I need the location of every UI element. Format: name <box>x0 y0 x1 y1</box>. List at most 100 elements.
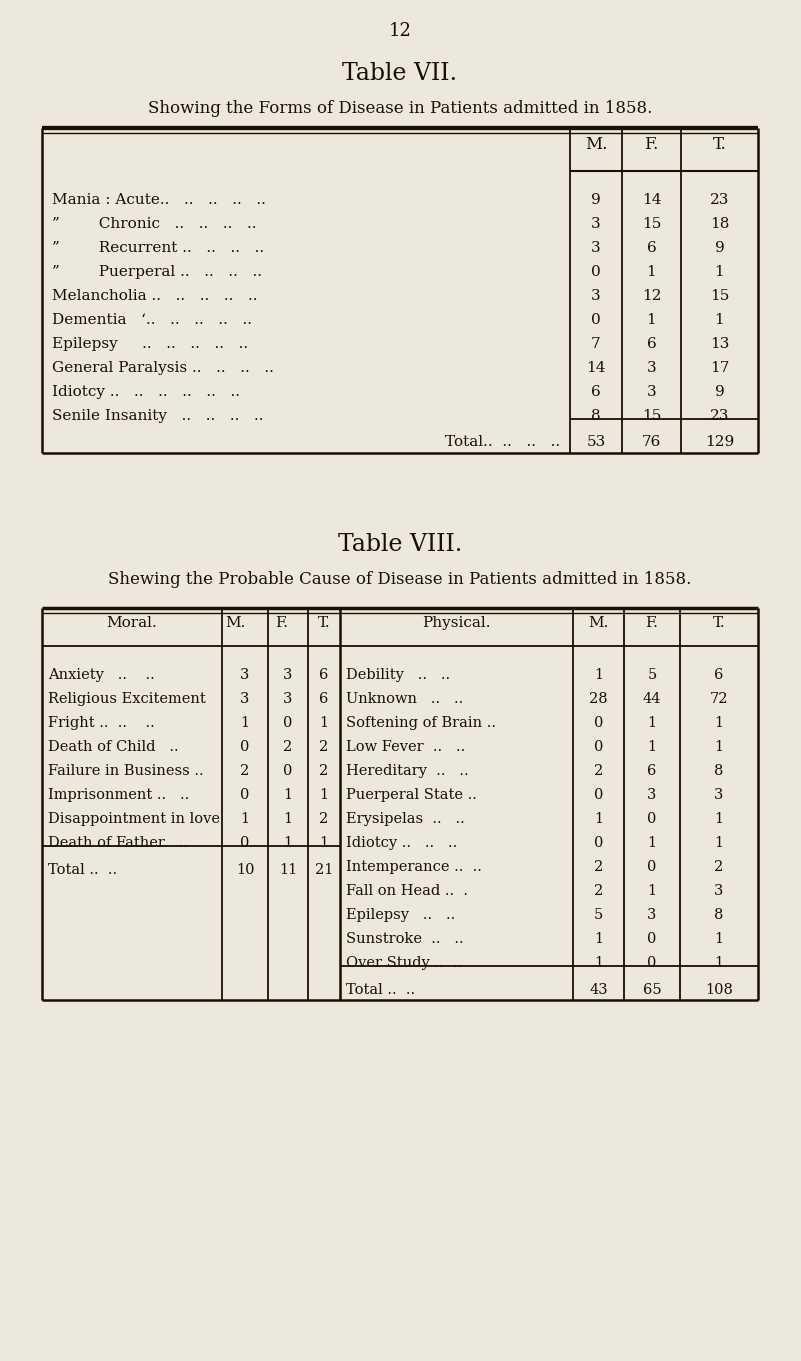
Text: 0: 0 <box>647 813 657 826</box>
Text: 23: 23 <box>710 410 729 423</box>
Text: 44: 44 <box>642 691 662 706</box>
Text: 14: 14 <box>586 361 606 376</box>
Text: 1: 1 <box>714 955 723 970</box>
Text: 2: 2 <box>284 740 292 754</box>
Text: ”        Chronic   ..   ..   ..   ..: ” Chronic .. .. .. .. <box>52 216 256 231</box>
Text: 0: 0 <box>591 265 601 279</box>
Text: 1: 1 <box>647 716 657 729</box>
Text: 6: 6 <box>320 691 328 706</box>
Text: Hereditary  ..   ..: Hereditary .. .. <box>346 764 469 778</box>
Text: 7: 7 <box>591 338 601 351</box>
Text: 2: 2 <box>320 740 328 754</box>
Text: 14: 14 <box>642 193 662 207</box>
Text: 1: 1 <box>320 836 328 851</box>
Text: 15: 15 <box>710 289 729 304</box>
Text: Fall on Head ..  .: Fall on Head .. . <box>346 885 468 898</box>
Text: 0: 0 <box>591 313 601 327</box>
Text: 8: 8 <box>714 764 723 778</box>
Text: General Paralysis ..   ..   ..   ..: General Paralysis .. .. .. .. <box>52 361 274 376</box>
Text: 6: 6 <box>714 668 723 682</box>
Text: 3: 3 <box>646 361 656 376</box>
Text: 43: 43 <box>590 983 608 998</box>
Text: Epilepsy   ..   ..: Epilepsy .. .. <box>346 908 455 921</box>
Text: F.: F. <box>276 617 288 630</box>
Text: Total ..  ..: Total .. .. <box>48 863 117 876</box>
Text: 0: 0 <box>647 932 657 946</box>
Text: 1: 1 <box>647 885 657 898</box>
Text: 6: 6 <box>591 385 601 399</box>
Text: 3: 3 <box>591 289 601 304</box>
Text: 0: 0 <box>647 955 657 970</box>
Text: 1: 1 <box>714 836 723 851</box>
Text: 1: 1 <box>240 813 250 826</box>
Text: Death of Child   ..: Death of Child .. <box>48 740 179 754</box>
Text: 12: 12 <box>388 22 412 39</box>
Text: 3: 3 <box>284 668 292 682</box>
Text: 17: 17 <box>710 361 729 376</box>
Text: Total..  ..   ..   ..: Total.. .. .. .. <box>445 436 560 449</box>
Text: 9: 9 <box>714 385 724 399</box>
Text: Imprisonment ..   ..: Imprisonment .. .. <box>48 788 189 802</box>
Text: 2: 2 <box>320 813 328 826</box>
Text: 23: 23 <box>710 193 729 207</box>
Text: Puerperal State ..: Puerperal State .. <box>346 788 477 802</box>
Text: 6: 6 <box>647 764 657 778</box>
Text: 1: 1 <box>594 932 603 946</box>
Text: 1: 1 <box>714 813 723 826</box>
Text: 3: 3 <box>647 908 657 921</box>
Text: 9: 9 <box>714 241 724 255</box>
Text: T.: T. <box>713 617 726 630</box>
Text: 3: 3 <box>714 885 723 898</box>
Text: 1: 1 <box>714 716 723 729</box>
Text: Erysipelas  ..   ..: Erysipelas .. .. <box>346 813 465 826</box>
Text: 0: 0 <box>284 716 292 729</box>
Text: Epilepsy     ..   ..   ..   ..   ..: Epilepsy .. .. .. .. .. <box>52 338 248 351</box>
Text: 0: 0 <box>284 764 292 778</box>
Text: Religious Excitement: Religious Excitement <box>48 691 206 706</box>
Text: Anxiety   ..    ..: Anxiety .. .. <box>48 668 155 682</box>
Text: T.: T. <box>318 617 330 630</box>
Text: 5: 5 <box>647 668 657 682</box>
Text: 1: 1 <box>240 716 250 729</box>
Text: 5: 5 <box>594 908 603 921</box>
Text: Debility   ..   ..: Debility .. .. <box>346 668 450 682</box>
Text: Low Fever  ..   ..: Low Fever .. .. <box>346 740 465 754</box>
Text: 1: 1 <box>647 836 657 851</box>
Text: 21: 21 <box>315 863 333 876</box>
Text: 0: 0 <box>240 788 250 802</box>
Text: 13: 13 <box>710 338 729 351</box>
Text: 1: 1 <box>284 813 292 826</box>
Text: 1: 1 <box>284 836 292 851</box>
Text: 3: 3 <box>591 241 601 255</box>
Text: 0: 0 <box>240 836 250 851</box>
Text: 12: 12 <box>642 289 662 304</box>
Text: 0: 0 <box>240 740 250 754</box>
Text: Dementia   ‘..   ..   ..   ..   ..: Dementia ‘.. .. .. .. .. <box>52 313 252 327</box>
Text: ”        Recurrent ..   ..   ..   ..: ” Recurrent .. .. .. .. <box>52 241 264 255</box>
Text: Unknown   ..   ..: Unknown .. .. <box>346 691 463 706</box>
Text: 1: 1 <box>646 313 656 327</box>
Text: 0: 0 <box>647 860 657 874</box>
Text: Mania : Acute..   ..   ..   ..   ..: Mania : Acute.. .. .. .. .. <box>52 193 266 207</box>
Text: 3: 3 <box>646 385 656 399</box>
Text: 0: 0 <box>594 740 603 754</box>
Text: Moral.: Moral. <box>107 617 157 630</box>
Text: F.: F. <box>644 136 658 152</box>
Text: Showing the Forms of Disease in Patients admitted in 1858.: Showing the Forms of Disease in Patients… <box>148 99 652 117</box>
Text: 9: 9 <box>591 193 601 207</box>
Text: 1: 1 <box>320 716 328 729</box>
Text: Idiotcy ..   ..   ..   ..   ..   ..: Idiotcy .. .. .. .. .. .. <box>52 385 240 399</box>
Text: 1: 1 <box>594 813 603 826</box>
Text: 10: 10 <box>235 863 254 876</box>
Text: 15: 15 <box>642 216 661 231</box>
Text: Table VIII.: Table VIII. <box>338 534 462 557</box>
Text: 6: 6 <box>646 241 656 255</box>
Text: Shewing the Probable Cause of Disease in Patients admitted in 1858.: Shewing the Probable Cause of Disease in… <box>108 572 692 588</box>
Text: 72: 72 <box>710 691 728 706</box>
Text: Melancholia ..   ..   ..   ..   ..: Melancholia .. .. .. .. .. <box>52 289 257 304</box>
Text: Death of Father   ..: Death of Father .. <box>48 836 188 851</box>
Text: 18: 18 <box>710 216 729 231</box>
Text: 8: 8 <box>591 410 601 423</box>
Text: 2: 2 <box>320 764 328 778</box>
Text: Table VII.: Table VII. <box>343 63 457 84</box>
